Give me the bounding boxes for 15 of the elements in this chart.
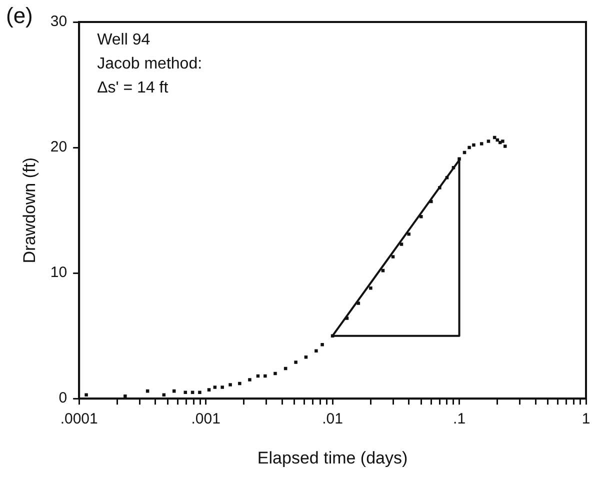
x-tick-label: .1 [453, 410, 466, 428]
x-tick-label: .01 [322, 410, 343, 428]
annotation: Δs' = 14 ft [97, 79, 169, 96]
annotation: Well 94 [97, 31, 150, 48]
y-tick-label: 10 [50, 264, 68, 282]
x-axis-title: Elapsed time (days) [257, 448, 408, 468]
x-tick-label: 1 [582, 410, 590, 428]
y-tick-label: 30 [50, 13, 68, 30]
x-tick-label: .0001 [60, 410, 98, 428]
y-tick-label: 0 [58, 390, 68, 407]
x-tick-label: .001 [191, 410, 220, 428]
y-axis-title: Drawdown (ft) [20, 157, 39, 264]
y-tick-label: 20 [50, 138, 68, 156]
annotation: Jacob method: [97, 55, 202, 72]
chart-title: (e) [6, 3, 33, 28]
